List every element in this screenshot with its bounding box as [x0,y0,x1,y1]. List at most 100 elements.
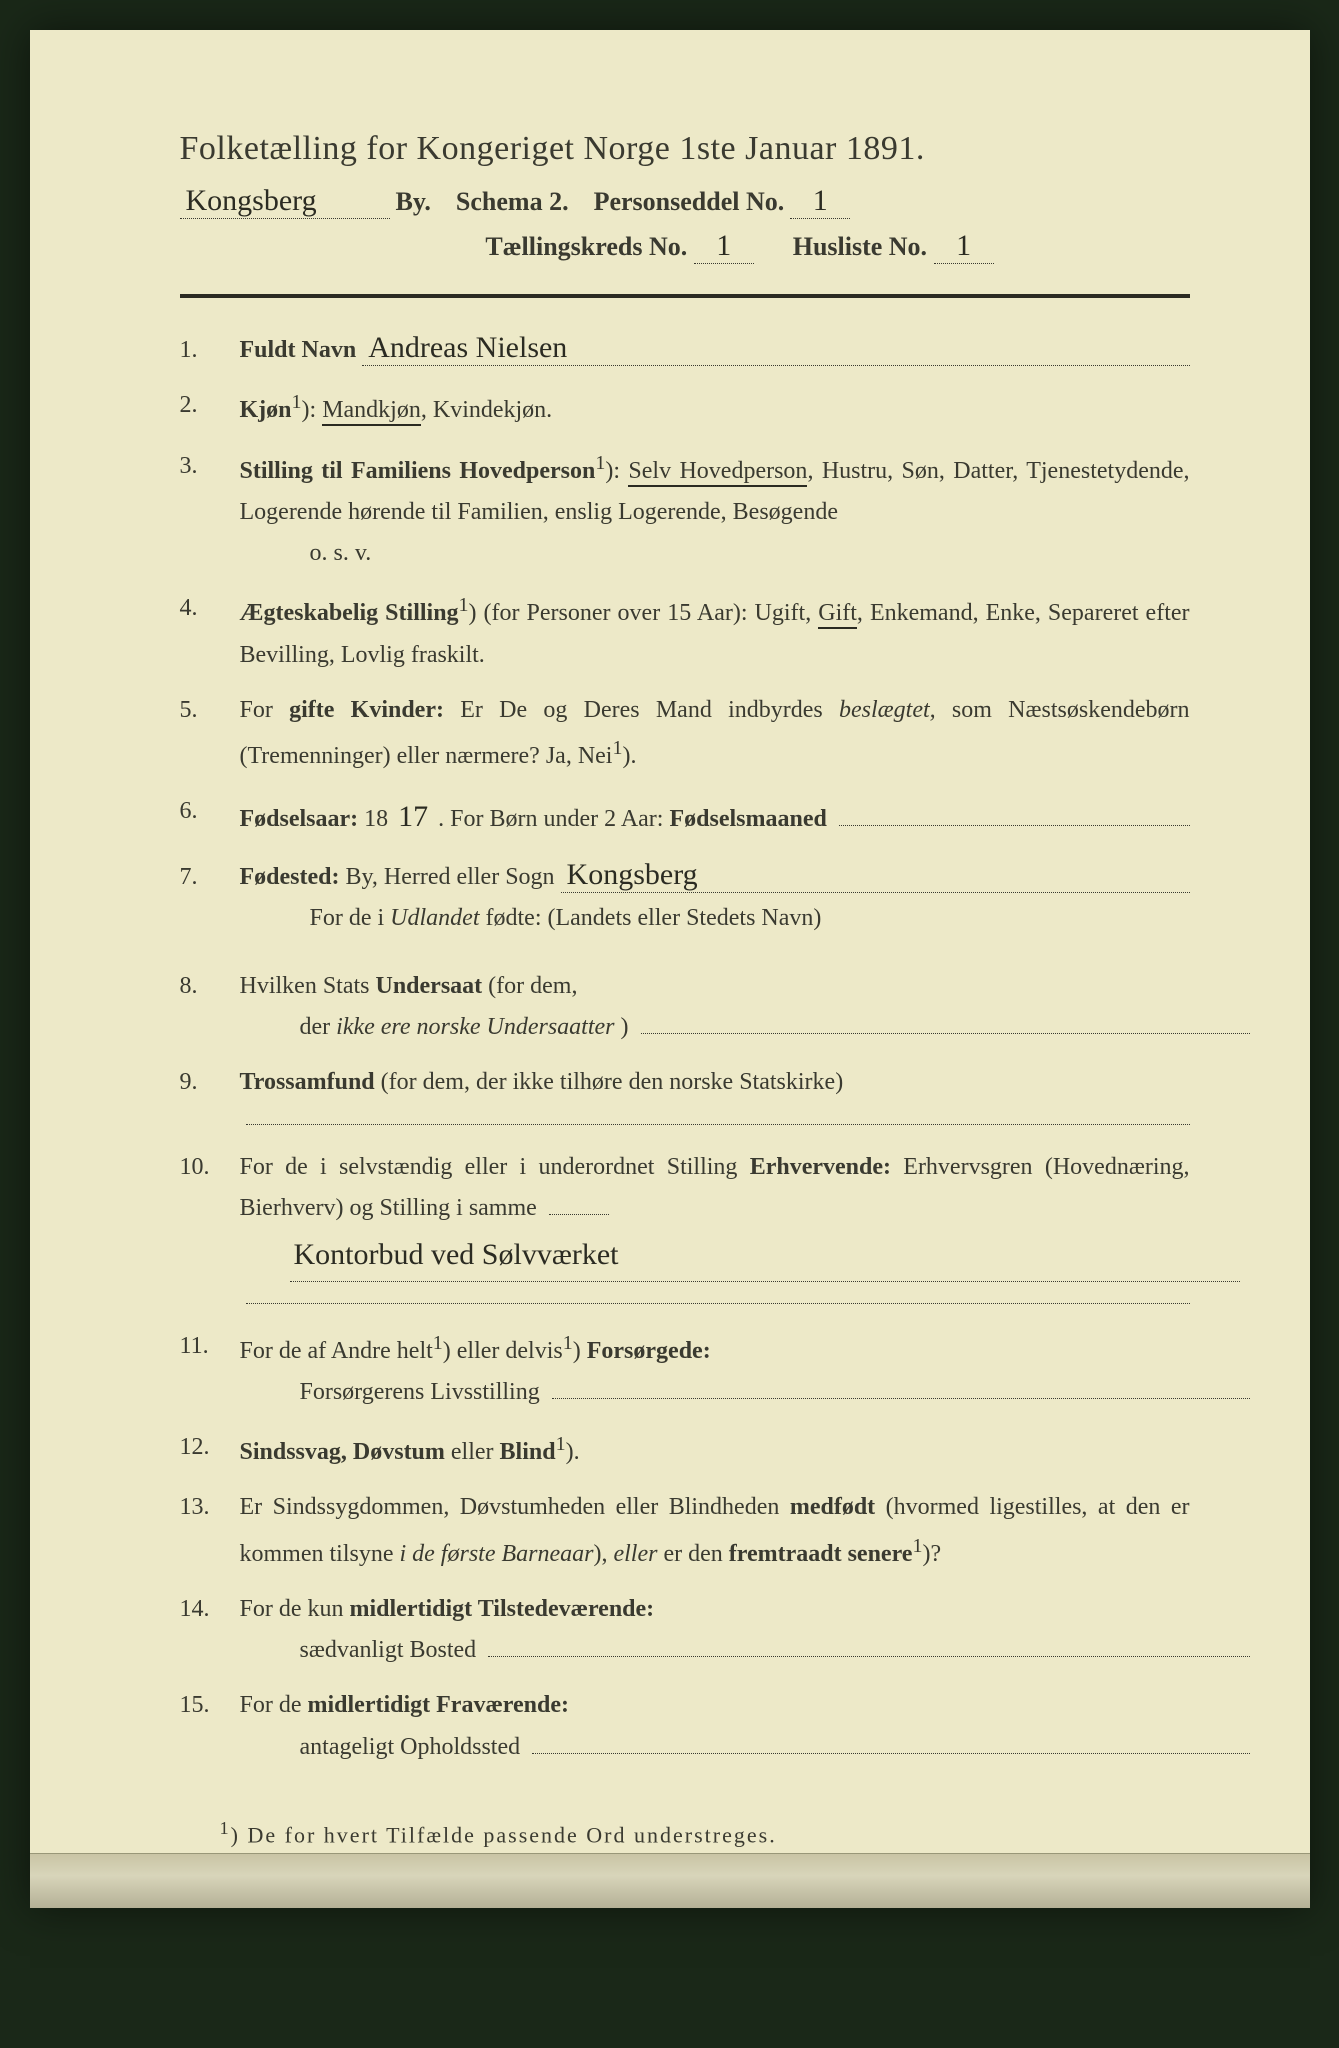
item-11-text-b: ) eller delvis [443,1338,563,1364]
item-12-bold: Sindssvag, Døvstum [240,1439,445,1465]
item-11-text-a: For de af Andre helt [240,1338,433,1364]
item-8-ital: ikke ere norske Undersaatter [336,1007,614,1048]
item-15-text-a: For de [240,1692,308,1718]
item-13-text-d: er den [657,1541,728,1567]
husliste-label: Husliste No. [793,232,927,261]
item-8-line2-a: der [300,1007,331,1048]
item-3: Stilling til Familiens Hovedperson1): Se… [180,446,1190,575]
item-6-label: Fødselsaar: [240,799,359,840]
kreds-no: 1 [694,231,754,264]
item-1: Fuldt Navn Andreas Nielsen [180,330,1190,371]
item-6-year-prefix: 18 [364,799,388,840]
item-14-bold: midlertidigt Tilstedeværende: [350,1596,655,1622]
by-label: By. [396,187,431,217]
item-9-bold: Trossamfund [240,1062,375,1103]
item-2-sup: 1 [292,391,302,413]
item-14-text-a: For de kun [240,1596,350,1622]
item-6-fill [839,805,1190,827]
item-12-sup: 1 [556,1433,566,1455]
item-10-bold: Erhvervende: [750,1154,891,1180]
item-8-bold: Undersaat [376,973,483,999]
item-13-text-c: ), [593,1541,613,1567]
item-6-text-b: . For Børn under 2 Aar: [438,799,663,840]
item-1-label: Fuldt Navn [240,330,357,371]
item-12-text-a: eller [445,1439,500,1465]
item-15: For de midlertidigt Fraværende: antageli… [180,1685,1190,1768]
item-10-fill-b [246,1282,1190,1304]
item-2-text-a: ): [302,397,323,423]
item-9-fill [246,1103,1190,1125]
item-5-sup: 1 [612,737,622,759]
item-11-sup-a: 1 [433,1332,443,1354]
item-5-ital: beslægtet, [839,697,936,723]
city-field: Kongsberg [180,186,390,219]
item-7-label: Fødested: [240,857,340,898]
item-11: For de af Andre helt1) eller delvis1) Fo… [180,1326,1190,1414]
page-title: Folketælling for Kongeriget Norge 1ste J… [180,130,1190,168]
item-7-line2-a: For de i [310,905,391,931]
item-8: Hvilken Stats Undersaat (for dem, der ik… [180,966,1190,1049]
item-11-text-c: ) [573,1338,587,1364]
item-13-bold-b: fremtraadt senere [729,1541,913,1567]
husliste-no: 1 [934,231,994,264]
item-9: Trossamfund (for dem, der ikke tilhøre d… [180,1062,1190,1125]
item-5-pre: For [240,697,290,723]
item-6-year: 17 [394,791,432,843]
item-5-bold: gifte Kvinder: [289,697,444,723]
item-1-value: Andreas Nielsen [362,333,1189,366]
item-14: For de kun midlertidigt Tilstedeværende:… [180,1589,1190,1672]
subheader-line-2: Tællingskreds No. 1 Husliste No. 1 [290,231,1190,264]
item-11-line2: Forsørgerens Livsstilling [300,1372,540,1413]
item-7-text-a: By, Herred eller Sogn [345,857,554,898]
item-2-text-b: , Kvindekjøn. [421,397,552,423]
item-10-text-a: For de i selvstændig eller i underordnet… [240,1154,750,1180]
item-15-fill [532,1732,1249,1754]
item-10-value: Kontorbud ved Sølvværket [290,1229,1240,1282]
item-4-text-a: ) (for Personer over 15 Aar): Ugift, [469,600,819,626]
item-13: Er Sindssygdommen, Døvstumheden eller Bl… [180,1487,1190,1575]
personseddel-no: 1 [790,186,850,219]
item-13-end: )? [922,1541,941,1567]
item-5: For gifte Kvinder: Er De og Deres Mand i… [180,690,1190,778]
schema-label: Schema 2. [456,187,569,217]
item-13-ital: i de første Barneaar [399,1541,593,1567]
item-11-bold: Forsørgede: [587,1338,711,1364]
item-14-line2: sædvanligt Bosted [300,1630,477,1671]
item-3-text-a: ): [605,458,628,484]
item-7-value: Kongsberg [561,860,1190,893]
item-3-label: Stilling til Familiens Hovedperson [240,458,596,484]
item-3-selv: Selv Hovedperson [628,458,807,487]
item-7-line2-b: fødte: (Landets eller Stedets Navn) [480,905,822,931]
item-8-text-a: Hvilken Stats [240,973,376,999]
item-5-end: ). [622,743,636,769]
footnote-sup: 1 [220,1818,231,1838]
item-2-mandkjon: Mandkjøn [322,397,421,426]
personseddel-label: Personseddel No. [594,187,785,217]
item-7-ital: Udlandet [390,905,479,931]
item-7-line2: For de i Udlandet fødte: (Landets eller … [310,898,1190,939]
divider [180,294,1190,298]
item-15-bold: midlertidigt Fraværende: [308,1692,570,1718]
item-10: For de i selvstændig eller i underordnet… [180,1147,1190,1304]
item-13-bold-a: medfødt [790,1494,875,1520]
item-14-fill [488,1636,1249,1658]
item-6: Fødselsaar: 1817. For Børn under 2 Aar: … [180,791,1190,843]
census-form-page: Folketælling for Kongeriget Norge 1ste J… [30,30,1310,1908]
item-8-fill [641,1012,1250,1034]
torn-edge [30,1853,1310,1908]
item-11-sup-b: 1 [563,1332,573,1354]
item-8-text-b: (for dem, [482,973,577,999]
item-2-label: Kjøn [240,397,292,423]
kreds-label: Tællingskreds No. [485,232,687,261]
item-4-sup: 1 [459,594,469,616]
item-3-osv: o. s. v. [310,533,1190,574]
item-9-text: (for dem, der ikke tilhøre den norske St… [381,1062,844,1103]
item-12: Sindssvag, Døvstum eller Blind1). [180,1427,1190,1473]
item-4-label: Ægteskabelig Stilling [240,600,459,626]
footnote-text: ) De for hvert Tilfælde passende Ord und… [231,1822,777,1847]
item-12-end: ). [566,1439,580,1465]
item-12-bold-b: Blind [500,1439,556,1465]
item-5-text: Er De og Deres Mand indbyrdes [444,697,839,723]
item-2: Kjøn1): Mandkjøn, Kvindekjøn. [180,385,1190,431]
item-10-fill-a [549,1194,609,1216]
